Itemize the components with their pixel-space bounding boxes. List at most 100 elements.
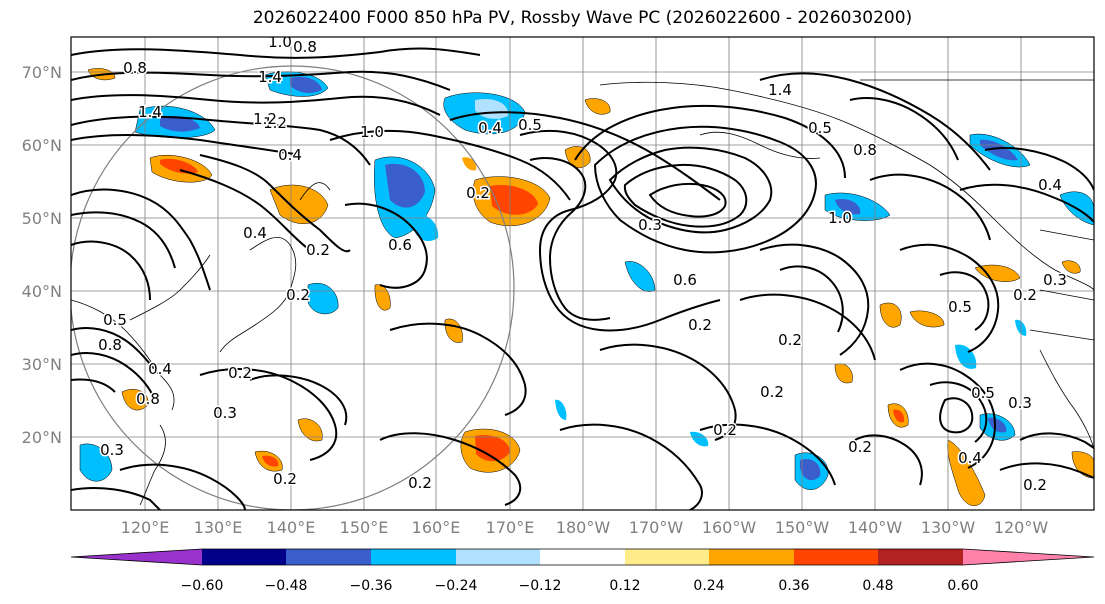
colorbar-bin — [371, 549, 456, 565]
anomaly-neg — [555, 399, 567, 420]
pv-contours — [71, 47, 1094, 510]
lon-label: 150°E — [340, 518, 389, 537]
colorbar-bin — [878, 549, 963, 565]
contour-label: 0.4 — [478, 119, 502, 137]
anomaly-neg — [385, 163, 425, 208]
anomaly-pos — [1071, 451, 1094, 479]
contour-label: 1.2 — [253, 110, 277, 128]
colorbar-tick-label: 0.24 — [693, 578, 724, 594]
anomaly-pos — [974, 264, 1021, 282]
contour-label: 0.4 — [278, 146, 302, 164]
anomaly-pos — [909, 310, 945, 328]
lon-label: 160°E — [412, 518, 461, 537]
contour-label: 1.4 — [138, 103, 162, 121]
contour-label: 0.2 — [466, 184, 490, 202]
contour-label: 1.0 — [828, 209, 852, 227]
colorbar-tick-label: 0.60 — [947, 578, 978, 594]
contour-label: 0.6 — [673, 271, 697, 289]
contour-label: 0.3 — [1043, 271, 1067, 289]
plot-frame — [70, 36, 1095, 511]
colorbar-outline — [70, 548, 1095, 566]
colorbar-tick-label: −0.12 — [519, 578, 562, 594]
lat-label: 40°N — [22, 282, 62, 301]
contour-label: 0.8 — [853, 141, 877, 159]
contour-label: 0.4 — [148, 360, 172, 378]
colorbar-bin — [286, 549, 371, 565]
contour-label: 1.4 — [258, 68, 282, 86]
reference-circle — [71, 65, 515, 510]
colorbar-bin — [963, 549, 1094, 565]
colorbar-tick-label: 0.36 — [778, 578, 809, 594]
contour-label: 0.3 — [1008, 394, 1032, 412]
colorbar-bin — [709, 549, 794, 565]
contour-label: 0.2 — [408, 474, 432, 492]
contour-label: 1.2 — [263, 114, 287, 132]
contour-label: 0.4 — [243, 224, 267, 242]
contour-label: 0.6 — [388, 236, 412, 254]
anomaly-neg — [290, 76, 322, 93]
graticule — [71, 37, 1094, 510]
contour-label: 0.5 — [948, 298, 972, 316]
plot-area: 1.0 0.8 1.4 1.2 0.8 1.4 1.2 1.0 0.4 0.5 0.4 0.2 0.4 0… — [71, 37, 1094, 510]
lon-label: 130°E — [194, 518, 243, 537]
anomaly-neg — [988, 417, 1007, 433]
lon-label: 130°W — [921, 518, 976, 537]
colorbar-tick-label: 0.48 — [862, 578, 893, 594]
anomaly-pos — [1061, 260, 1081, 274]
anomaly-pos — [462, 157, 477, 171]
contour-label: 0.5 — [971, 384, 995, 402]
lon-label: 140°E — [267, 518, 316, 537]
anomaly-pos — [879, 302, 902, 328]
colorbar-tick-label: −0.48 — [265, 578, 308, 594]
anomaly-pos — [893, 409, 905, 423]
lon-label: 160°W — [702, 518, 757, 537]
colorbar-tick-label: 0.12 — [609, 578, 640, 594]
lat-label: 20°N — [22, 428, 62, 447]
contour-label: 0.3 — [638, 216, 662, 234]
anomaly-pos — [490, 184, 538, 215]
colorbar-tick-label: −0.24 — [435, 578, 478, 594]
contour-labels: 1.0 0.8 1.4 1.2 0.8 1.4 1.2 1.0 0.4 0.5 0.4 0.2 0.4 0… — [97, 37, 1069, 496]
anomaly-pos — [121, 389, 149, 411]
contour-label: 0.2 — [273, 470, 297, 488]
contour-label: 0.3 — [100, 441, 124, 459]
contour-label: 0.2 — [760, 383, 784, 401]
map-title: 2026022400 F000 850 hPa PV, Rossby Wave … — [252, 8, 913, 28]
contour-label: 0.2 — [228, 364, 252, 382]
lon-label: 120°E — [121, 518, 170, 537]
lon-label: 170°W — [629, 518, 684, 537]
contour-label: 0.2 — [778, 331, 802, 349]
contour-label: 0.8 — [293, 38, 317, 56]
contour-label: 0.8 — [98, 336, 122, 354]
colorbar-bin — [794, 549, 878, 565]
contour-label: 0.4 — [958, 449, 982, 467]
contour-label: 0.2 — [713, 421, 737, 439]
colorbar-bin — [202, 549, 286, 565]
colorbar-tick-label: −0.36 — [350, 578, 393, 594]
lon-label: 120°W — [994, 518, 1049, 537]
contour-label: 0.5 — [103, 311, 127, 329]
colorbar — [70, 548, 1095, 566]
anomaly-pos — [475, 434, 510, 462]
colorbar-ticks: −0.60 −0.48 −0.36 −0.24 −0.12 0.12 0.24 … — [181, 578, 979, 594]
lat-label: 60°N — [22, 136, 62, 155]
anomaly-neg — [690, 431, 709, 447]
anomaly-neg — [800, 458, 821, 481]
lat-label: 30°N — [22, 355, 62, 374]
contour-label: 0.2 — [688, 316, 712, 334]
contour-label: 1.0 — [360, 123, 384, 141]
contour-label: 0.2 — [286, 286, 310, 304]
contour-label: 0.5 — [518, 116, 542, 134]
colorbar-bin — [71, 549, 202, 565]
lon-axis: 120°E 130°E 140°E 150°E 160°E 170°E 180°… — [121, 518, 1049, 537]
anomaly-neg — [160, 115, 200, 132]
anomaly-pos — [297, 418, 323, 442]
contour-label: 0.3 — [213, 404, 237, 422]
colorbar-bin — [625, 549, 709, 565]
lon-label: 180°W — [556, 518, 611, 537]
anomaly-neg — [79, 443, 113, 482]
lat-label: 50°N — [22, 209, 62, 228]
lon-label: 150°W — [775, 518, 830, 537]
anomaly-pos — [160, 158, 198, 174]
